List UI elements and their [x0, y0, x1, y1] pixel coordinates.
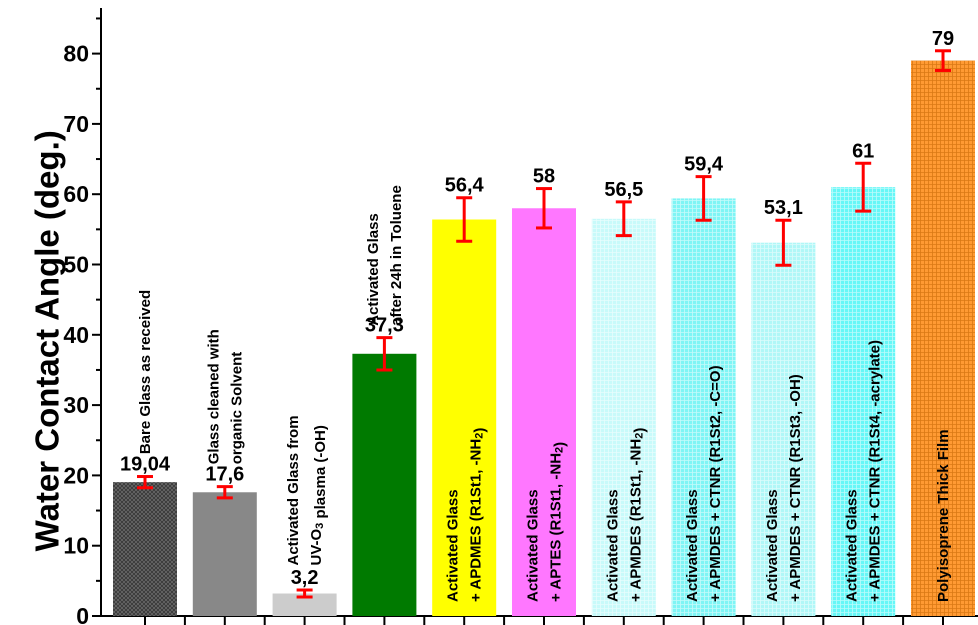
y-tick-label: 30 [63, 392, 89, 418]
bar-value-label: 58 [533, 166, 555, 188]
bar [192, 492, 257, 616]
y-axis-label: Water Contact Angle (deg.) [29, 130, 66, 551]
y-tick-label: 60 [63, 181, 89, 207]
bar-category-label: Activated Glass [444, 489, 461, 602]
bar-value-label: 79 [932, 28, 954, 50]
y-tick-label: 20 [63, 462, 89, 488]
bar-value-label: 56,5 [604, 179, 643, 201]
bar-category-label: organic Solvent [228, 352, 245, 465]
y-tick-label: 10 [63, 533, 89, 559]
bar-category-label: after 24h in Toluene [387, 185, 404, 326]
bar-value-label: 37,3 [365, 315, 404, 337]
bar-category-label: + APMDES + CTNR (R1St3, -OH) [786, 374, 803, 602]
bar-category-label: + APMDES + CTNR (R1St4, -acrylate) [866, 340, 883, 602]
bar-texture [911, 60, 975, 616]
y-tick-label: 40 [63, 322, 89, 348]
bar-category-label: Activated Glass [524, 489, 541, 602]
bar-value-label: 53,1 [764, 197, 803, 219]
bar [512, 208, 576, 616]
bar-category-label: Activated Glass [843, 489, 860, 602]
error-bars [137, 49, 951, 599]
bar-value-label: 19,04 [120, 454, 171, 476]
bar-value-label: 17,6 [205, 464, 244, 486]
bars [113, 60, 975, 617]
bar [272, 593, 337, 616]
bar-texture [671, 198, 736, 616]
bar [352, 353, 417, 616]
bar-category-label: + APDMES (R1St1, -NH2) [467, 428, 488, 602]
bar-category-label: + APTES (R1St1, -NH2) [547, 442, 568, 602]
bar-value-label: 56,4 [445, 175, 485, 197]
bar-texture [751, 242, 816, 616]
y-tick-label: 50 [63, 252, 89, 278]
bar-category-label: + APMDES (R1St1, -NH2) [627, 428, 648, 602]
bar-texture [591, 218, 656, 616]
bar-category-label: Bare Glass as received [137, 290, 154, 454]
bar-value-label: 59,4 [684, 154, 724, 176]
bar-category-label: Activated Glass from [285, 415, 302, 565]
bar-value-label: 3,2 [291, 567, 319, 589]
bar-value-label: 61 [852, 140, 874, 162]
bar-category-label: UV-O3 plasma (-OH) [308, 425, 329, 565]
y-tick-label: 0 [76, 603, 89, 625]
bar [432, 219, 497, 616]
bar-category-label: Activated Glass [763, 489, 780, 602]
y-tick-label: 80 [63, 41, 89, 67]
bar-category-label: Activated Glass [604, 489, 621, 602]
bar-texture [831, 187, 896, 617]
bar-category-label: Glass cleaned with [205, 329, 222, 464]
y-tick-label: 70 [63, 111, 89, 137]
bar-category-label: Activated Glass [684, 489, 701, 602]
bar [113, 482, 177, 616]
bar-category-label: + APMDES + CTNR (R1St2, -C=O) [707, 365, 724, 602]
bar-category-label: Activated Glass [364, 213, 381, 326]
bar-category-label: Polyisoprene Thick Film [935, 429, 952, 602]
